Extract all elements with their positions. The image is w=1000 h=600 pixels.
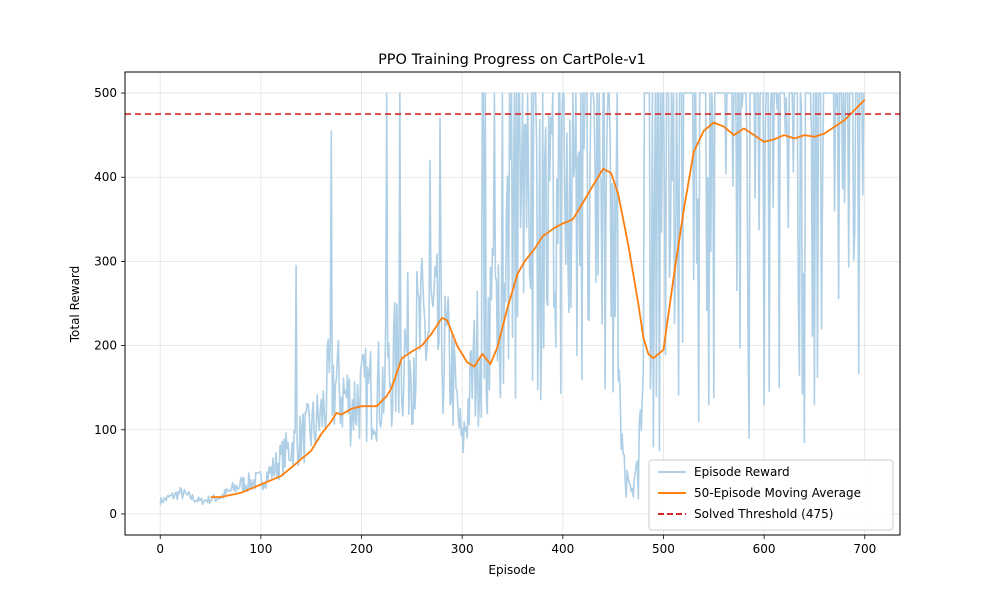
legend-label-threshold: Solved Threshold (475) bbox=[694, 507, 833, 521]
y-tick-label: 300 bbox=[94, 254, 117, 268]
x-axis-label: Episode bbox=[488, 563, 535, 577]
legend-box bbox=[648, 459, 894, 531]
x-axis: 0 100 200 300 400 500 600 700 bbox=[156, 535, 876, 556]
x-tick-label: 700 bbox=[853, 542, 876, 556]
legend: Episode Reward 50-Episode Moving Average… bbox=[648, 459, 894, 531]
y-tick-label: 100 bbox=[94, 423, 117, 437]
legend-label-moving-average: 50-Episode Moving Average bbox=[694, 486, 861, 500]
y-tick-label: 500 bbox=[94, 86, 117, 100]
x-tick-label: 400 bbox=[551, 542, 574, 556]
chart-title: PPO Training Progress on CartPole-v1 bbox=[378, 52, 646, 68]
moving-average-series bbox=[210, 99, 866, 499]
x-tick-label: 200 bbox=[350, 542, 373, 556]
moving-average-line bbox=[210, 99, 866, 499]
y-axis-label: Total Reward bbox=[68, 266, 82, 344]
y-tick-label: 200 bbox=[94, 339, 117, 353]
legend-label-episode-reward: Episode Reward bbox=[694, 465, 790, 479]
y-axis: 0 100 200 300 400 500 bbox=[94, 86, 125, 521]
y-tick-label: 400 bbox=[94, 170, 117, 184]
x-tick-label: 0 bbox=[156, 542, 164, 556]
x-tick-label: 100 bbox=[249, 542, 272, 556]
episode-reward-series bbox=[159, 92, 865, 506]
x-tick-label: 600 bbox=[753, 542, 776, 556]
plot-frame bbox=[124, 71, 901, 536]
grid bbox=[125, 72, 900, 535]
x-tick-label: 500 bbox=[652, 542, 675, 556]
x-tick-label: 300 bbox=[451, 542, 474, 556]
y-tick-label: 0 bbox=[109, 507, 117, 521]
episode-reward-line bbox=[159, 92, 865, 506]
